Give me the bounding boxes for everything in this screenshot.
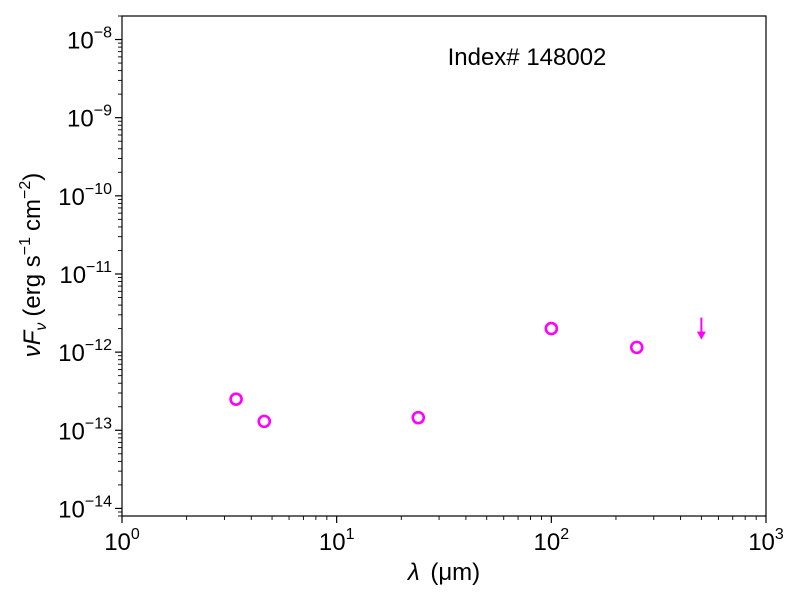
x-tick-label: 100: [104, 526, 140, 556]
y-axis-label-mid: cm: [19, 199, 46, 231]
y-axis-label: νFν (erg s−1 cm−2): [17, 173, 50, 358]
y-tick-label: 10−9: [67, 103, 112, 133]
plot-area: [121, 15, 767, 517]
y-tick-label: 10−14: [58, 493, 112, 523]
x-axis: 100 101 102 103: [104, 516, 784, 556]
data-point: [257, 414, 272, 429]
y-axis-label-main: νF: [19, 329, 46, 357]
y-axis-label-unit-close: ): [19, 173, 46, 181]
x-tick-label: 103: [748, 526, 784, 556]
plot-frame: [121, 15, 767, 517]
y-axis-label-sup1: −1: [17, 237, 34, 255]
data-point: [544, 321, 559, 336]
upper-limit-arrow: [696, 317, 706, 340]
y-tick-label: 10−8: [67, 25, 112, 55]
data-point: [411, 410, 426, 425]
y-tick-label: 10−13: [58, 415, 112, 445]
x-tick-label: 102: [534, 526, 570, 556]
data-point: [629, 340, 644, 355]
x-axis-label-symbol: λ: [406, 559, 420, 586]
y-axis-label-unit-open: (erg s: [19, 255, 46, 316]
y-tick-label: 10−11: [59, 259, 112, 289]
index-annotation: Index# 148002: [448, 44, 607, 71]
y-tick-label: 10−10: [58, 181, 112, 211]
x-axis-label: λ (μm): [406, 559, 480, 586]
data-marks: [229, 317, 706, 429]
y-tick-label: 10−12: [58, 337, 112, 367]
x-tick-label: 101: [319, 526, 355, 556]
y-axis-label-sub: ν: [33, 323, 50, 331]
data-point: [229, 392, 243, 406]
y-axis: 10−14 10−13 10−12 10−11 10−10 10−9 10−8: [58, 15, 122, 523]
upper-limit-head: [696, 331, 706, 340]
x-axis-label-unit: (μm): [430, 559, 480, 586]
y-axis-label-sup2: −2: [17, 181, 34, 199]
